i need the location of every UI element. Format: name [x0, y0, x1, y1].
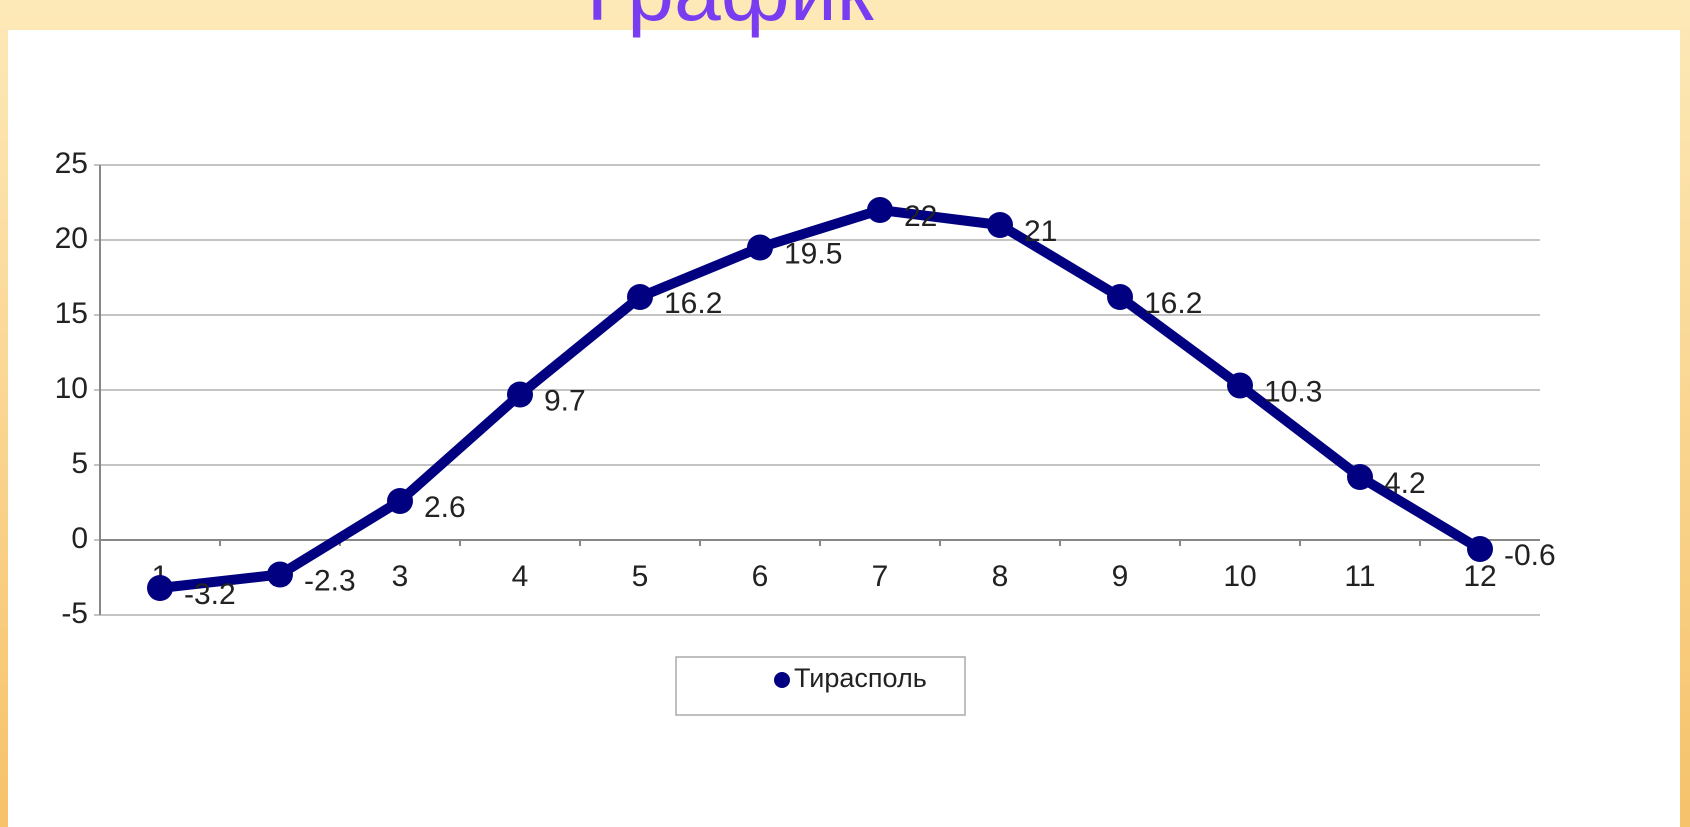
- x-tick-label: 3: [392, 560, 409, 593]
- data-label: 22: [904, 200, 937, 233]
- data-label: -2.3: [304, 564, 356, 597]
- y-tick-label: 10: [55, 372, 88, 405]
- point: [627, 284, 653, 310]
- point: [267, 561, 293, 588]
- x-tick-label: 8: [992, 560, 1009, 593]
- point: [507, 381, 533, 408]
- x-tick-label: 5: [632, 560, 649, 593]
- y-tick-label: 25: [55, 147, 88, 180]
- x-tick-label: 4: [512, 560, 529, 593]
- chart-title: График: [587, 0, 875, 38]
- data-label: -0.6: [1504, 539, 1556, 572]
- x-tick-label: 11: [1344, 560, 1375, 593]
- point: [1227, 372, 1253, 399]
- point: [147, 575, 173, 601]
- x-tick-label: 12: [1463, 560, 1496, 593]
- point: [387, 488, 413, 514]
- x-tick-label: 9: [1112, 560, 1129, 593]
- point: [1347, 464, 1373, 490]
- data-label: 16.2: [664, 287, 722, 320]
- line: [159, 205, 1483, 593]
- legend-label: Тирасполь: [794, 663, 927, 693]
- y-tick-label: 20: [55, 222, 88, 255]
- data-label: 4.2: [1384, 467, 1426, 500]
- y-tick-label: -5: [61, 597, 88, 630]
- x-tick-label: 6: [752, 560, 769, 593]
- data-label: -3.2: [184, 578, 236, 611]
- y-tick-label: 0: [71, 522, 88, 555]
- data-label: 10.3: [1264, 375, 1322, 408]
- point: [747, 234, 773, 261]
- data-label: 9.7: [544, 384, 586, 417]
- data-label: 21: [1024, 215, 1057, 248]
- legend-box: [675, 656, 966, 716]
- data-label: 16.2: [1144, 287, 1202, 320]
- x-tick-label: 10: [1223, 560, 1256, 593]
- data-label: 2.6: [424, 491, 466, 524]
- point: [867, 197, 893, 223]
- point: [1107, 284, 1133, 310]
- point: [987, 212, 1013, 238]
- legend-marker: [774, 672, 790, 688]
- y-tick-label: 15: [55, 297, 88, 330]
- point: [1467, 536, 1493, 562]
- data-label: 19.5: [784, 237, 842, 270]
- x-tick-label: 7: [872, 560, 889, 593]
- y-tick-label: 5: [71, 447, 88, 480]
